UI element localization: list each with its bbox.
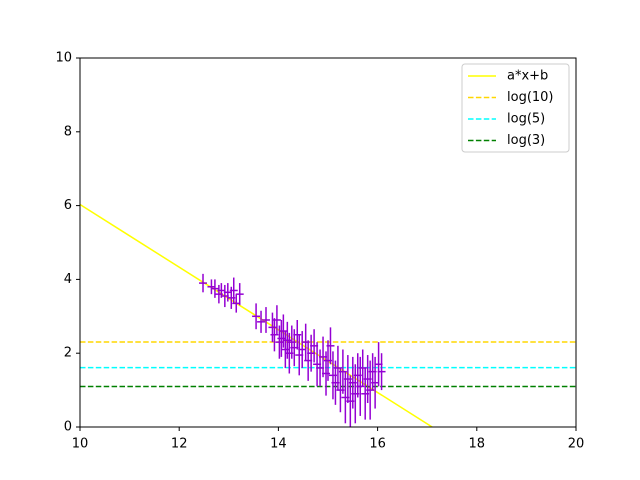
y-tick-label: 8 xyxy=(64,124,72,139)
error-bar xyxy=(257,310,266,333)
y-tick-label: 10 xyxy=(55,51,72,66)
x-tick-label: 18 xyxy=(469,437,486,452)
plot-area xyxy=(80,203,576,427)
x-tick-label: 10 xyxy=(72,437,89,452)
y-tick-label: 2 xyxy=(64,346,72,361)
x-tick-label: 20 xyxy=(568,437,585,452)
error-bar xyxy=(377,353,386,391)
legend-label: log(10) xyxy=(507,90,554,105)
x-tick-label: 14 xyxy=(270,437,287,452)
legend-label: log(5) xyxy=(507,112,545,127)
error-bar xyxy=(272,305,281,335)
error-bar xyxy=(207,279,216,295)
error-bar xyxy=(326,327,335,365)
legend-label: log(3) xyxy=(507,133,545,148)
error-bar xyxy=(235,283,244,306)
legend-label: a*x+b xyxy=(507,69,548,84)
error-bar xyxy=(232,294,241,313)
x-tick-label: 12 xyxy=(171,437,188,452)
error-bar xyxy=(252,303,261,330)
error-bar xyxy=(229,277,238,304)
y-tick-label: 0 xyxy=(64,420,72,435)
error-bar xyxy=(298,331,307,368)
x-tick-label: 16 xyxy=(369,437,386,452)
axes-frame xyxy=(79,57,577,428)
legend-box xyxy=(461,63,570,153)
y-tick-label: 4 xyxy=(64,272,72,287)
error-bar xyxy=(371,356,380,409)
y-tick-label: 6 xyxy=(64,198,72,213)
error-bar xyxy=(199,273,207,293)
error-bar xyxy=(262,307,270,333)
